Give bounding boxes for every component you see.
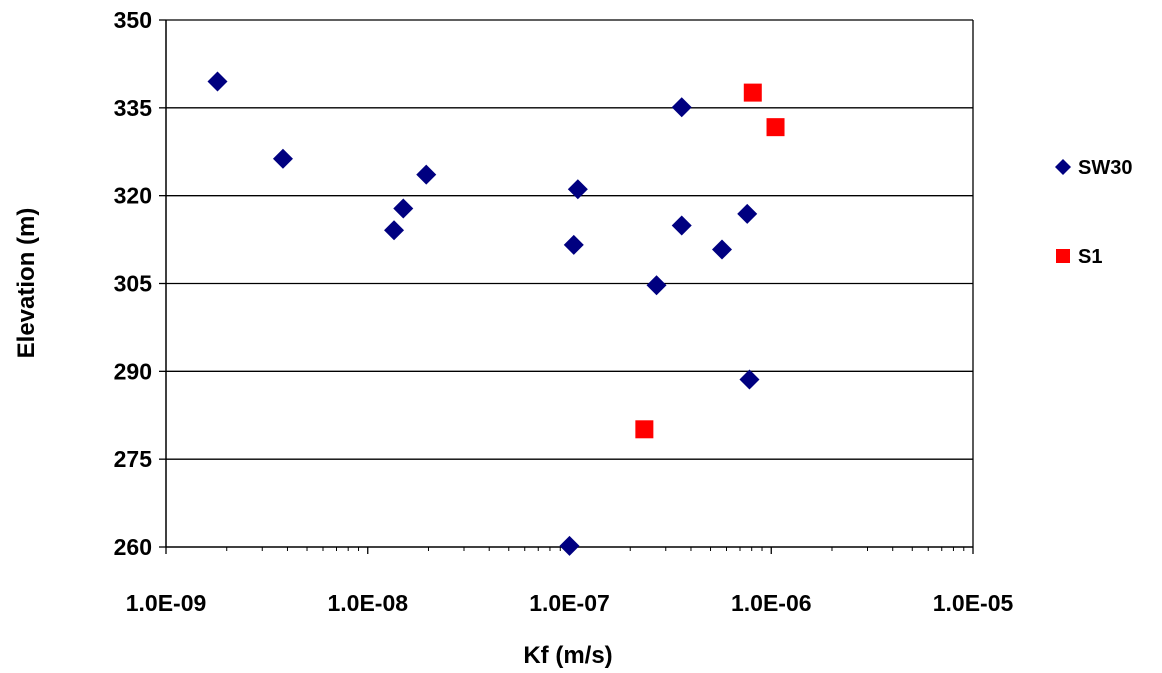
legend-marker — [1056, 249, 1070, 263]
diamond-marker — [393, 198, 414, 219]
legend-label: S1 — [1078, 246, 1102, 268]
diamond-marker — [711, 239, 732, 260]
x-tick-label: 1.0E-08 — [327, 590, 408, 616]
diamond-marker — [563, 234, 584, 255]
legend-label: SW30 — [1078, 157, 1132, 179]
y-tick-label: 260 — [114, 534, 152, 560]
x-tick-label: 1.0E-06 — [731, 590, 812, 616]
legend-marker — [1055, 159, 1071, 175]
axes — [159, 19, 974, 554]
x-axis-title: Kf (m/s) — [523, 642, 612, 669]
diamond-marker — [737, 203, 758, 224]
legend: SW30 S1 — [1055, 157, 1132, 268]
diamond-marker — [559, 535, 580, 556]
gridlines — [166, 19, 973, 460]
legend-item-s1: S1 — [1056, 246, 1102, 268]
square-marker — [743, 83, 762, 102]
legend-item-sw30: SW30 — [1055, 157, 1132, 179]
diamond-marker — [272, 148, 293, 169]
diamond-marker — [671, 97, 692, 118]
y-tick-label: 350 — [114, 7, 152, 33]
y-tick-label: 335 — [114, 95, 153, 121]
diamond-marker — [646, 275, 667, 296]
square-marker — [635, 420, 654, 439]
diamond-marker — [739, 369, 760, 390]
y-tick-label: 290 — [114, 358, 152, 384]
x-tick-label: 1.0E-07 — [529, 590, 610, 616]
data-points — [207, 71, 785, 556]
diamond-marker — [384, 220, 405, 241]
diamond-marker — [567, 179, 588, 200]
x-tick-labels: 1.0E-09 1.0E-08 1.0E-07 1.0E-06 1.0E-05 — [126, 590, 1014, 616]
series-s1 — [635, 83, 785, 439]
y-tick-label: 320 — [114, 183, 152, 209]
x-tick-label: 1.0E-09 — [126, 590, 207, 616]
diamond-marker — [416, 164, 437, 185]
y-tick-label: 275 — [114, 446, 153, 472]
square-marker — [766, 118, 785, 137]
diamond-marker — [671, 215, 692, 236]
x-tick-label: 1.0E-05 — [933, 590, 1014, 616]
y-tick-labels: 260 275 290 305 320 335 350 — [114, 7, 153, 560]
y-axis-title: Elevation (m) — [13, 208, 40, 359]
series-sw30 — [207, 71, 760, 556]
y-tick-label: 305 — [114, 271, 153, 297]
diamond-marker — [207, 71, 228, 92]
